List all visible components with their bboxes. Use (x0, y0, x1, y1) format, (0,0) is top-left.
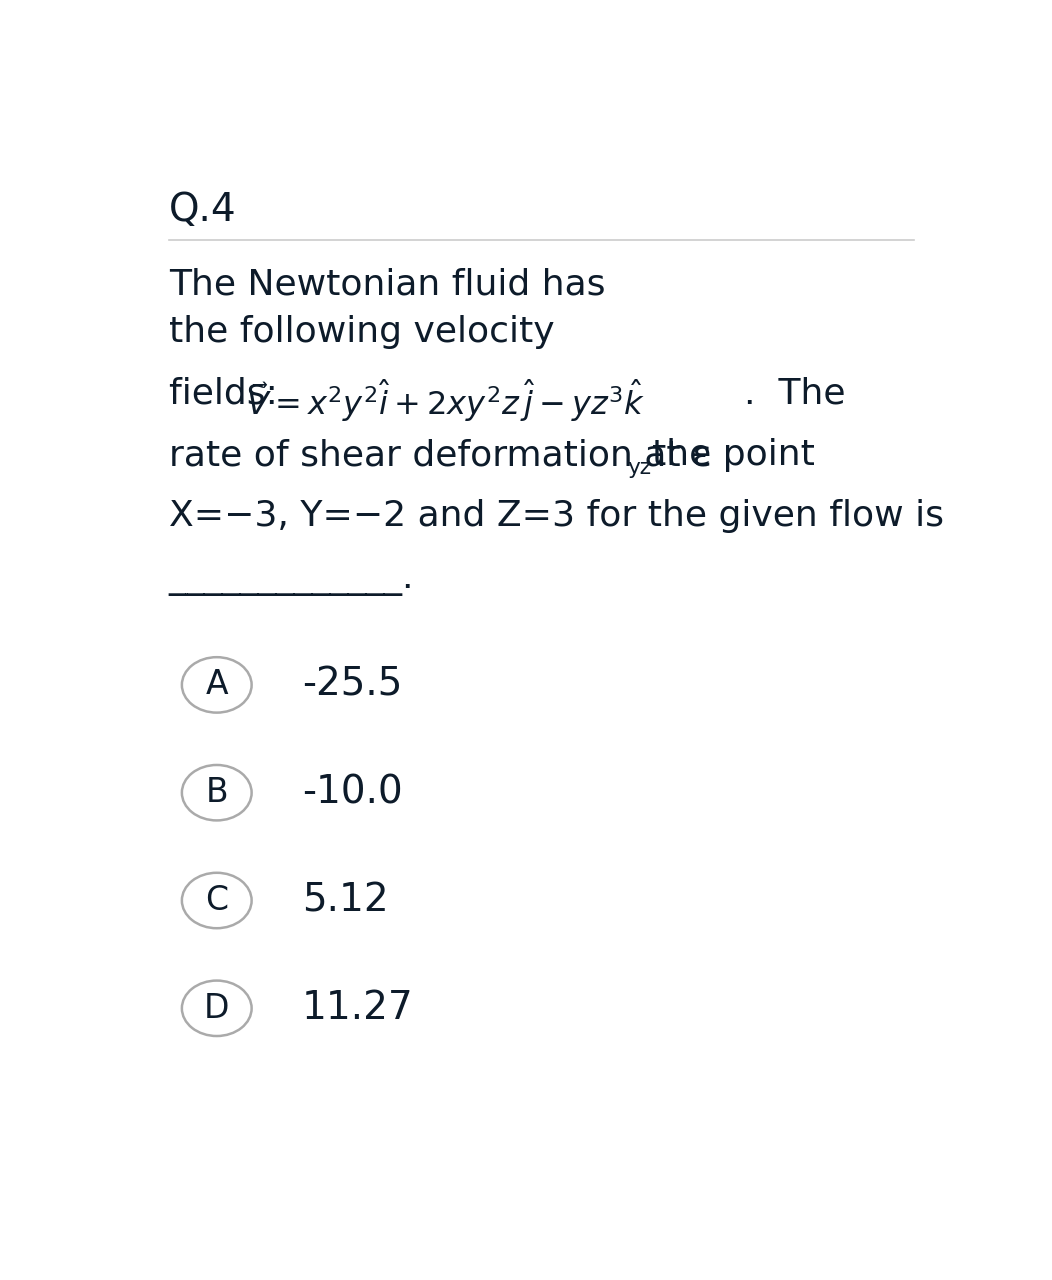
Text: X=−3, Y=−2 and Z=3 for the given flow is: X=−3, Y=−2 and Z=3 for the given flow is (168, 498, 944, 532)
Text: -25.5: -25.5 (302, 666, 402, 704)
Text: _____________.: _____________. (168, 562, 414, 595)
Text: -10.0: -10.0 (302, 773, 403, 812)
Text: A: A (205, 668, 228, 701)
Text: B: B (205, 776, 228, 809)
Text: .  The: . The (744, 376, 845, 411)
Text: 11.27: 11.27 (302, 989, 413, 1028)
Text: C: C (205, 884, 228, 916)
Text: yz: yz (627, 458, 651, 477)
Text: $\vec{V} = x^2y^2\hat{i} + 2xy^2z\,\hat{j} - yz^3\hat{k}$: $\vec{V} = x^2y^2\hat{i} + 2xy^2z\,\hat{… (246, 376, 646, 424)
Text: 5.12: 5.12 (302, 882, 388, 919)
Text: rate of shear deformation at ε: rate of shear deformation at ε (168, 439, 711, 472)
Text: fields:: fields: (168, 376, 289, 411)
Text: The Newtonian fluid has: The Newtonian fluid has (168, 268, 605, 302)
Text: Q.4: Q.4 (168, 191, 237, 229)
Text: D: D (204, 992, 229, 1025)
Text: the following velocity: the following velocity (168, 315, 554, 349)
Text: the point: the point (652, 439, 815, 472)
